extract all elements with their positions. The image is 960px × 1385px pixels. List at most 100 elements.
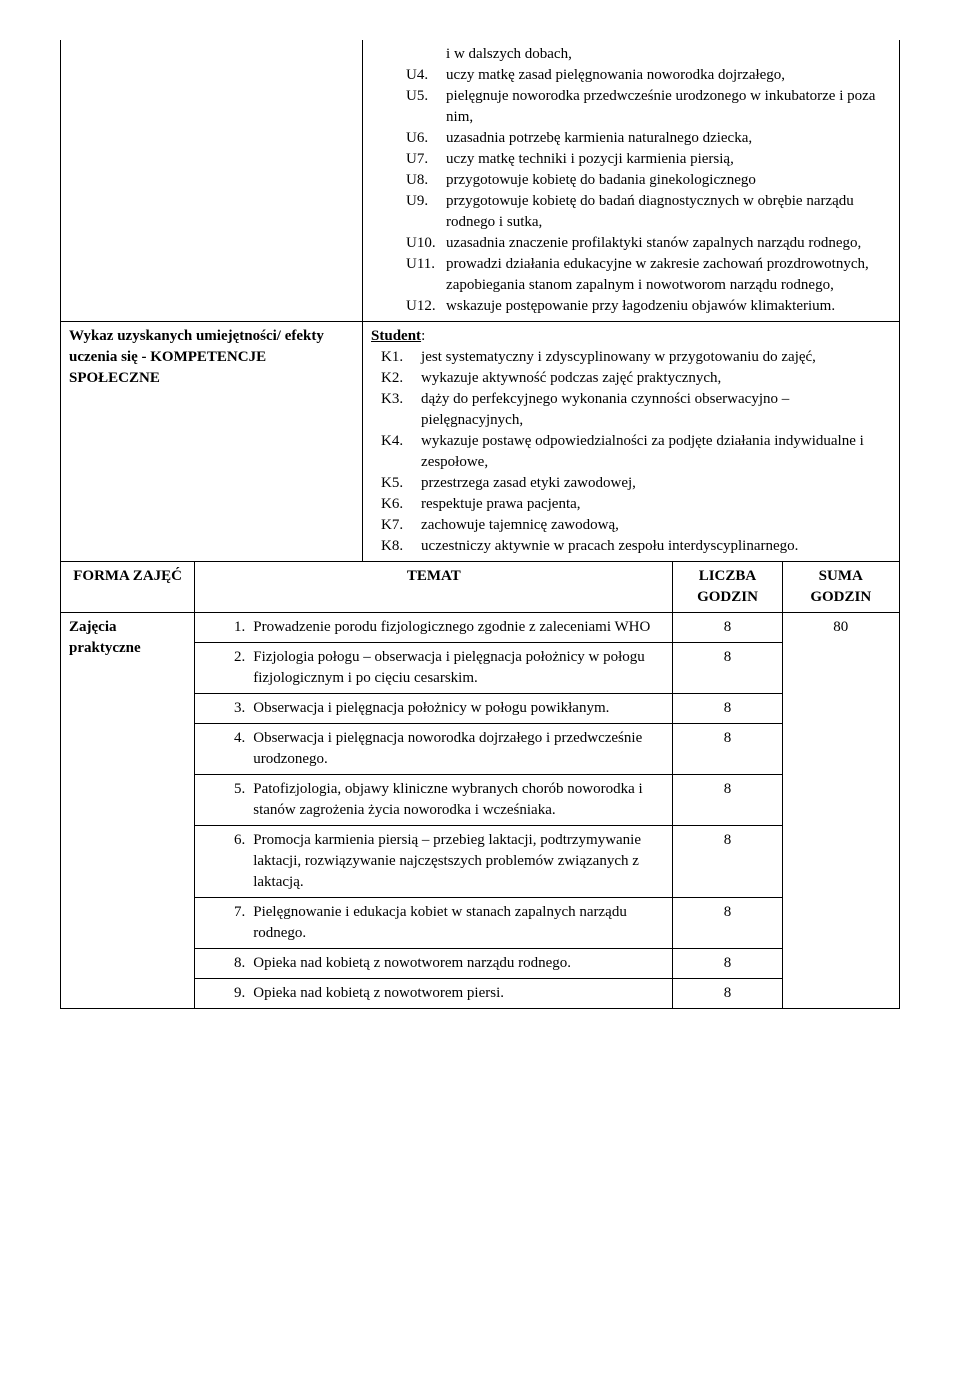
u-item-code: U8. <box>406 170 446 191</box>
u-item-code: U4. <box>406 65 446 86</box>
topic-text: Obserwacja i pielęgnacja położnicy w poł… <box>253 698 609 719</box>
k-item-text: wykazuje postawę odpowiedzialności za po… <box>421 431 891 473</box>
header-liczba: LICZBA GODZIN <box>673 562 782 613</box>
topic-number: 5. <box>223 779 253 821</box>
k-item-text: zachowuje tajemnicę zawodową, <box>421 515 619 536</box>
u-item-code: U12. <box>406 296 446 317</box>
u-list-item: U8.przygotowuje kobietę do badania ginek… <box>406 170 891 191</box>
k-list-item: K4.wykazuje postawę odpowiedzialności za… <box>381 431 891 473</box>
topic-cell: 3. Obserwacja i pielęgnacja położnicy w … <box>195 694 673 724</box>
k-item-code: K5. <box>381 473 421 494</box>
u-list-item: U6.uzasadnia potrzebę karmienia naturaln… <box>406 128 891 149</box>
topic-number: 4. <box>223 728 253 770</box>
u-item-code: U11. <box>406 254 446 296</box>
header-temat: TEMAT <box>195 562 673 613</box>
u-list-item: U9.przygotowuje kobietę do badań diagnos… <box>406 191 891 233</box>
u-item-text: przygotowuje kobietę do badania ginekolo… <box>446 170 756 191</box>
topic-text: Prowadzenie porodu fizjologicznego zgodn… <box>253 617 650 638</box>
k-item-text: wykazuje aktywność podczas zajęć praktyc… <box>421 368 721 389</box>
topic-text: Opieka nad kobietą z nowotworem piersi. <box>253 983 504 1004</box>
k-list-item: K5.przestrzega zasad etyki zawodowej, <box>381 473 891 494</box>
k-item-code: K4. <box>381 431 421 473</box>
topic-cell: 7.Pielęgnowanie i edukacja kobiet w stan… <box>195 898 673 949</box>
u-item-text: uzasadnia znaczenie profilaktyki stanów … <box>446 233 861 254</box>
u-item-text: uczy matkę techniki i pozycji karmienia … <box>446 149 734 170</box>
k-list-item: K6.respektuje prawa pacjenta, <box>381 494 891 515</box>
k-item-text: przestrzega zasad etyki zawodowej, <box>421 473 636 494</box>
u-item-code: U5. <box>406 86 446 128</box>
u-list-item: U11.prowadzi działania edukacyjne w zakr… <box>406 254 891 296</box>
topic-number: 1. <box>223 617 253 638</box>
topic-hours: 8 <box>673 898 782 949</box>
student-heading: Student <box>371 328 421 344</box>
u-item-text: uzasadnia potrzebę karmienia naturalnego… <box>446 128 752 149</box>
topic-hours: 8 <box>673 643 782 694</box>
u-list-item: U10.uzasadnia znaczenie profilaktyki sta… <box>406 233 891 254</box>
u-item-text: uczy matkę zasad pielęgnowania noworodka… <box>446 65 785 86</box>
topic-hours: 8 <box>673 724 782 775</box>
topics-header-row: FORMA ZAJĘĆ TEMAT LICZBA GODZIN SUMA GOD… <box>61 562 900 613</box>
topic-cell: 4.Obserwacja i pielęgnacja noworodka doj… <box>195 724 673 775</box>
u-item-code: U9. <box>406 191 446 233</box>
k-list-item: K8.uczestniczy aktywnie w pracach zespoł… <box>381 536 891 557</box>
u-item-code: U6. <box>406 128 446 149</box>
u-item-text: pielęgnuje noworodka przedwcześnie urodz… <box>446 86 891 128</box>
topic-text: Obserwacja i pielęgnacja noworodka dojrz… <box>253 728 664 770</box>
form-label: Zajęcia praktyczne <box>69 619 141 656</box>
u-cont-line: i w dalszych dobach, <box>371 44 891 65</box>
topic-row: Zajęcia praktyczne1.Prowadzenie porodu f… <box>61 613 900 643</box>
topic-cell: 8.Opieka nad kobietą z nowotworem narząd… <box>195 949 673 979</box>
k-item-code: K3. <box>381 389 421 431</box>
u-skills-list: U4.uczy matkę zasad pielęgnowania noworo… <box>371 65 891 317</box>
topic-cell: 2.Fizjologia połogu – obserwacja i pielę… <box>195 643 673 694</box>
topic-hours: 8 <box>673 979 782 1009</box>
k-item-code: K6. <box>381 494 421 515</box>
topic-cell: 1.Prowadzenie porodu fizjologicznego zgo… <box>195 613 673 643</box>
k-item-code: K2. <box>381 368 421 389</box>
skills-row-k: Wykaz uzyskanych umiejętności/ efekty uc… <box>61 322 900 562</box>
topic-hours: 8 <box>673 694 782 724</box>
skills-u-label-cell <box>61 40 363 322</box>
k-list-item: K1.jest systematyczny i zdyscyplinowany … <box>381 347 891 368</box>
k-item-text: respektuje prawa pacjenta, <box>421 494 581 515</box>
k-item-text: jest systematyczny i zdyscyplinowany w p… <box>421 347 816 368</box>
topic-text: Pielęgnowanie i edukacja kobiet w stanac… <box>253 902 664 944</box>
topic-number: 6. <box>223 830 253 893</box>
u-list-item: U5.pielęgnuje noworodka przedwcześnie ur… <box>406 86 891 128</box>
u-list-item: U12.wskazuje postępowanie przy łagodzeni… <box>406 296 891 317</box>
topic-cell: 6.Promocja karmienia piersią – przebieg … <box>195 826 673 898</box>
k-item-code: K7. <box>381 515 421 536</box>
k-list-item: K3.dąży do perfekcyjnego wykonania czynn… <box>381 389 891 431</box>
u-list-item: U7.uczy matkę techniki i pozycji karmien… <box>406 149 891 170</box>
k-skills-list: K1.jest systematyczny i zdyscyplinowany … <box>371 347 891 557</box>
k-item-text: dąży do perfekcyjnego wykonania czynnośc… <box>421 389 891 431</box>
skills-u-content-cell: i w dalszych dobach, U4.uczy matkę zasad… <box>363 40 900 322</box>
skills-k-label: Wykaz uzyskanych umiejętności/ efekty uc… <box>69 328 324 386</box>
topic-number: 7. <box>223 902 253 944</box>
topic-hours: 8 <box>673 775 782 826</box>
u-item-code: U10. <box>406 233 446 254</box>
topic-number: 8. <box>223 953 253 974</box>
u-item-text: prowadzi działania edukacyjne w zakresie… <box>446 254 891 296</box>
topic-text: Promocja karmienia piersią – przebieg la… <box>253 830 664 893</box>
skills-k-label-cell: Wykaz uzyskanych umiejętności/ efekty uc… <box>61 322 363 562</box>
topic-cell: 5.Patofizjologia, objawy kliniczne wybra… <box>195 775 673 826</box>
k-item-code: K1. <box>381 347 421 368</box>
topic-cell: 9.Opieka nad kobietą z nowotworem piersi… <box>195 979 673 1009</box>
form-label-cell: Zajęcia praktyczne <box>61 613 195 1009</box>
u-item-code: U7. <box>406 149 446 170</box>
suma-cell: 80 <box>782 613 899 1009</box>
topic-number: 9. <box>223 983 253 1004</box>
k-list-item: K2.wykazuje aktywność podczas zajęć prak… <box>381 368 891 389</box>
syllabus-table: i w dalszych dobach, U4.uczy matkę zasad… <box>60 40 900 1009</box>
k-item-code: K8. <box>381 536 421 557</box>
topic-number: 3. <box>223 698 253 719</box>
k-item-text: uczestniczy aktywnie w pracach zespołu i… <box>421 536 798 557</box>
topic-text: Opieka nad kobietą z nowotworem narządu … <box>253 953 571 974</box>
k-list-item: K7.zachowuje tajemnicę zawodową, <box>381 515 891 536</box>
topic-text: Patofizjologia, objawy kliniczne wybrany… <box>253 779 664 821</box>
u-item-text: wskazuje postępowanie przy łagodzeniu ob… <box>446 296 835 317</box>
topics-body: Zajęcia praktyczne 1.Prowadzenie porodu f… <box>61 613 900 1009</box>
topic-hours: 8 <box>673 826 782 898</box>
u-item-text: przygotowuje kobietę do badań diagnostyc… <box>446 191 891 233</box>
